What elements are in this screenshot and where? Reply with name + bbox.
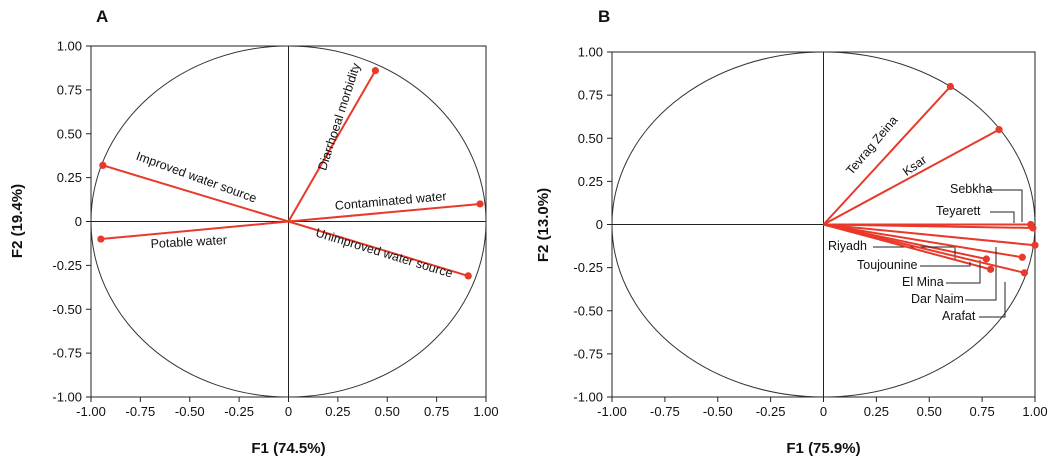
vector-label-diarrhoeal-morbidity: Diarrhoeal morbidity (315, 61, 363, 172)
vector-el-mina (823, 223, 1023, 259)
x-tick-label: 0.50 (375, 404, 400, 419)
leader-line-sebkha (986, 189, 1023, 222)
y-tick-label: 0 (596, 217, 603, 232)
x-tick-label: 1.00 (1022, 404, 1047, 419)
y-tick-label: -0.50 (52, 302, 82, 317)
vector-potable-water (100, 220, 289, 241)
vector-ksar (823, 128, 1000, 226)
leader-line-dar-naim (965, 247, 997, 301)
vector-contaminated-water (288, 202, 481, 223)
vector-point-dar-naim (1031, 241, 1039, 249)
x-tick-label: -0.75 (126, 404, 156, 419)
y-tick-label: 0.50 (57, 126, 82, 141)
x-tick-label: -0.75 (650, 404, 680, 419)
y-tick-label: 0 (75, 214, 82, 229)
vector-label-el-mina: El Mina (902, 275, 944, 289)
vector-label-improved-water-source: Improved water source (134, 149, 258, 206)
panel-a: A -1.00 -0.75 -0.50 -0.25 0 0.25 0.50 0.75 1.00 1.… (9, 7, 499, 457)
x-tick-label: -0.25 (756, 404, 786, 419)
vector-point-riyadh (982, 255, 990, 263)
x-tick-label: 0.75 (969, 404, 994, 419)
panel-b: B -1.00 -0.75 -0.50 -0.25 0 0.25 0.50 0.75 1.00 1.… (535, 7, 1048, 457)
vector-tevrag-zeina (822, 85, 952, 226)
vector-label-sebkha: Sebkha (950, 182, 992, 196)
leader-line-teyarett (990, 211, 1015, 223)
y-tick-label: 1.00 (57, 39, 82, 54)
vector-point-arafat (1020, 269, 1029, 277)
y-tick-label: 0.75 (578, 88, 603, 103)
vector-label-tevrag-zeina: Tevrag Zeina (843, 113, 900, 177)
leader-line-el-mina (946, 260, 981, 284)
x-tick-label: -1.00 (76, 404, 106, 419)
panel-letter: A (96, 7, 108, 26)
x-tick-label: -0.50 (703, 404, 733, 419)
vector-label-unimproved-water-source: Unimproved water source (314, 226, 454, 281)
vector-point-contaminated-water (476, 200, 484, 208)
y-tick-label: -1.00 (573, 390, 603, 405)
vector-label-dar-naim: Dar Naim (911, 292, 964, 306)
vector-point-el-mina (1018, 253, 1026, 261)
leader-line-arafat (979, 282, 1006, 318)
x-tick-label: -0.50 (175, 404, 205, 419)
x-tick-label: 0 (820, 404, 827, 419)
vector-point-teyarett (1029, 224, 1037, 232)
y-tick-label: -0.25 (573, 260, 603, 275)
y-tick-label: -0.75 (52, 346, 82, 361)
x-tick-label: 0.75 (424, 404, 449, 419)
x-axis-title: F1 (74.5%) (251, 440, 325, 457)
y-tick-label: -1.00 (52, 390, 82, 405)
y-tick-label: 0.25 (57, 170, 82, 185)
x-tick-label: 0.25 (325, 404, 350, 419)
vector-point-tevrag-zeina (946, 82, 955, 91)
x-tick-label: 0.25 (864, 404, 889, 419)
vector-label-potable-water: Potable water (150, 233, 227, 251)
y-tick-label: 1.00 (578, 45, 603, 60)
vector-point-diarrhoeal-morbidity (371, 66, 379, 75)
vector-label-toujounine: Toujounine (857, 258, 918, 272)
y-axis-title: F2 (13.0%) (535, 188, 552, 262)
y-tick-label: -0.75 (573, 346, 603, 361)
y-tick-label: -0.25 (52, 258, 82, 273)
vector-diarrhoeal-morbidity (287, 70, 377, 222)
vector-dar-naim (823, 223, 1036, 247)
vector-point-ksar (995, 126, 1003, 134)
vector-improved-water-source (102, 164, 289, 223)
panel-letter: B (598, 7, 610, 26)
vector-teyarett (823, 223, 1033, 229)
y-tick-label: 0.25 (578, 174, 603, 189)
x-tick-label: -0.25 (224, 404, 254, 419)
leader-line-toujounine (920, 262, 971, 267)
x-tick-label: 0.50 (917, 404, 942, 419)
y-tick-label: 0.75 (57, 82, 82, 97)
x-axis-title: F1 (75.9%) (786, 440, 860, 457)
y-axis-title: F2 (19.4%) (9, 184, 26, 258)
vector-unimproved-water-source (288, 220, 469, 277)
x-tick-label: 0 (285, 404, 292, 419)
vector-point-improved-water-source (99, 161, 107, 169)
y-tick-label: 0.50 (578, 131, 603, 146)
vector-label-riyadh: Riyadh (828, 239, 867, 253)
vector-label-arafat: Arafat (942, 309, 976, 323)
x-tick-label: -1.00 (597, 404, 627, 419)
vector-label-teyarett: Teyarett (936, 204, 981, 218)
vector-point-potable-water (97, 235, 105, 243)
vector-point-unimproved-water-source (464, 272, 472, 280)
vector-arafat (823, 223, 1025, 274)
vector-point-toujounine (986, 265, 995, 273)
y-tick-label: -0.50 (573, 303, 603, 318)
x-tick-label: 1.00 (473, 404, 498, 419)
